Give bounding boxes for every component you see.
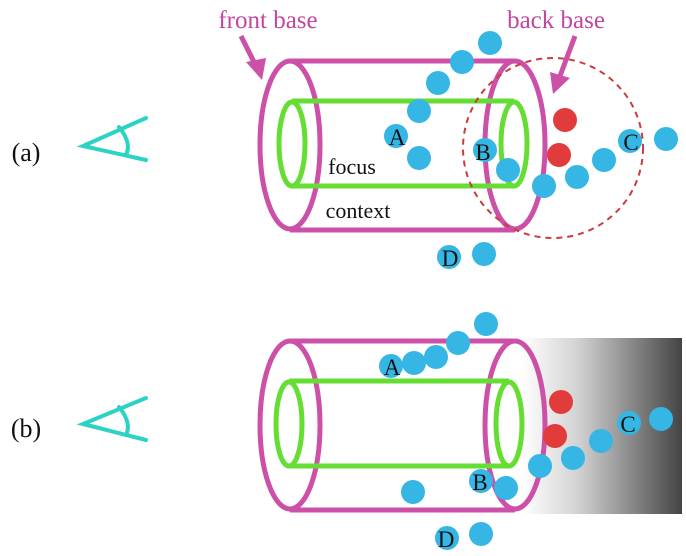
blue-point [478,31,502,55]
blue-point [561,446,585,470]
blue-point [496,158,520,182]
context-label: context [326,198,391,223]
point-label-b: B [475,140,490,165]
eye-icon [76,396,148,442]
red-point [553,108,577,132]
blue-point [589,429,613,453]
blue-point [426,71,450,95]
point-label-b: B [472,470,487,495]
red-points-a [547,108,577,167]
blue-point [407,99,431,123]
blue-point [654,127,678,151]
inner-cylinder [273,378,525,469]
blue-point [450,50,474,74]
blue-point [469,469,493,493]
front-base-label: front base [218,7,317,34]
blue-point [384,124,408,148]
blue-point [472,242,496,266]
panel-b-label: (b) [11,414,41,443]
front-base-arrow [238,34,266,80]
blue-point [407,146,431,170]
blue-points-b [379,312,673,550]
back-base-arrow [550,35,578,94]
blue-point [494,476,518,500]
blue-point [532,174,556,198]
point-label-a: A [389,125,406,150]
blue-point [435,526,459,550]
red-point [549,390,573,414]
red-point [543,424,567,448]
red-point [547,143,571,167]
point-label-d: D [442,246,459,271]
blue-point [379,354,403,378]
blue-point [401,480,425,504]
focus-label: focus [328,154,376,179]
panel-a-label: (a) [12,138,41,167]
blue-point [528,454,552,478]
blue-point [437,245,461,269]
point-label-d: D [438,527,455,552]
blue-point [649,407,673,431]
blue-point [424,345,448,369]
point-label-c: C [620,412,635,437]
blue-point [618,129,642,153]
blue-point [402,351,426,375]
red-points-b [543,390,573,448]
blue-point [473,138,497,162]
blue-point [446,331,470,355]
eye-icon [76,116,148,162]
blue-point [565,165,589,189]
outer-cylinder [257,338,548,513]
blue-point [474,312,498,336]
point-label-c: C [623,130,638,155]
blue-point [592,148,616,172]
back-base-label: back base [507,7,605,34]
blue-point [469,522,493,546]
blue-points-a [384,31,678,269]
point-label-a: A [384,355,401,380]
blue-point [617,411,641,435]
dashed-context-circle [462,57,644,239]
